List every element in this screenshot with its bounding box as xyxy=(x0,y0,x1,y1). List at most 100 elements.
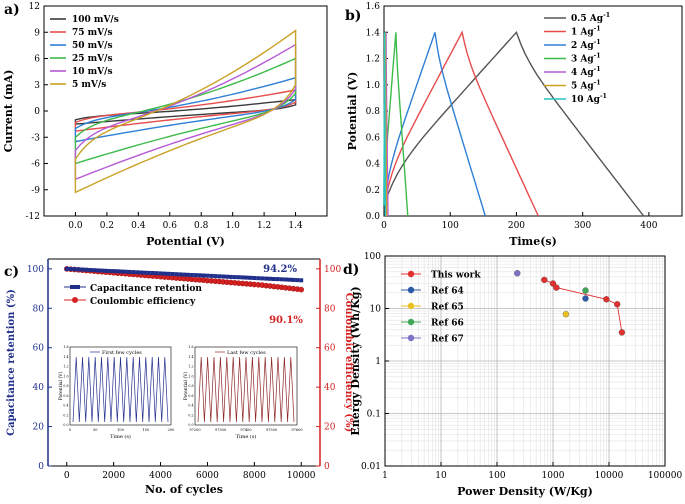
legend-entry: 5 mV/s xyxy=(72,80,106,90)
x-tick-label: 10000 xyxy=(287,471,316,481)
y-axis-label: Potential (V) xyxy=(346,72,359,151)
retention-marker xyxy=(225,274,229,279)
retention-marker xyxy=(264,276,269,281)
inset-x-tick: 97600 xyxy=(291,428,302,432)
legend-entry: Capacitance retention xyxy=(90,284,202,294)
y-tick-label: 0 xyxy=(34,107,40,117)
retention-marker xyxy=(244,275,249,280)
retention-marker xyxy=(103,268,108,273)
y-tick-label: -6 xyxy=(31,160,40,170)
legend-marker xyxy=(407,318,415,326)
x-tick-label: 10000 xyxy=(595,471,624,481)
y-tick-label-left: 20 xyxy=(33,423,45,433)
retention-marker xyxy=(299,278,304,283)
retention-marker xyxy=(135,270,140,275)
legend-entry: Coulombic efficiency xyxy=(90,297,196,307)
y-tick-label: 0.2 xyxy=(366,186,380,196)
x-tick-label: 0.4 xyxy=(131,221,146,231)
legend-entry: 100 mV/s xyxy=(72,15,119,25)
inset-wave xyxy=(72,356,169,423)
x-tick-label: 100000 xyxy=(648,471,683,481)
y-axis-label-left: Capacitance retention (%) xyxy=(6,289,17,436)
ragone-point xyxy=(541,276,548,284)
inset-x-label: Time (s) xyxy=(110,433,131,440)
panel-c: 0 2000 4000 6000 8000 10000020406080100020406… xyxy=(4,258,354,496)
legend-entry: This work xyxy=(431,271,481,281)
retention-marker xyxy=(84,267,89,272)
retention-marker xyxy=(111,269,116,274)
gcd-curve xyxy=(383,32,409,217)
retention-marker xyxy=(260,276,265,281)
y-tick-label-left: 40 xyxy=(33,383,45,393)
retention-marker xyxy=(96,268,100,273)
inset-x-tick: 97400 xyxy=(240,428,251,432)
y-tick-label-left: 60 xyxy=(33,344,45,354)
y-tick-label-left: 0 xyxy=(38,462,44,472)
y-tick-label: -9 xyxy=(31,186,40,196)
retention-marker xyxy=(201,273,206,278)
ragone-point xyxy=(603,296,610,303)
retention-marker xyxy=(236,275,241,280)
retention-marker xyxy=(193,273,198,278)
panel-label: b) xyxy=(345,8,361,24)
y-tick-label: 3 xyxy=(34,81,40,91)
x-tick-label: 0.8 xyxy=(194,221,209,231)
y-tick-label: 1.0 xyxy=(366,81,381,91)
panel-label: d) xyxy=(343,262,359,278)
inset-1: 0 50 100 150 200 0.0 0.2 0.4 0.6 0.8 1.0 1.2 1.4 1.6 T… xyxy=(57,345,174,440)
y-tick-label: -12 xyxy=(26,212,41,222)
efficiency-annotation: 90.1% xyxy=(269,315,303,326)
x-tick-label: 0 xyxy=(64,471,70,481)
retention-marker xyxy=(142,270,147,275)
retention-marker xyxy=(131,270,136,275)
inset-x-tick: 97200 xyxy=(189,428,200,432)
inset-wave xyxy=(197,356,295,423)
legend-entry: 10 mV/s xyxy=(72,67,113,77)
legend-entry: Ref 66 xyxy=(431,319,464,329)
retention-marker xyxy=(205,273,210,278)
retention-marker xyxy=(291,277,296,282)
retention-marker xyxy=(182,272,186,277)
y-tick-label: 6 xyxy=(34,55,40,65)
x-tick-label: 300 xyxy=(574,221,591,231)
retention-marker xyxy=(197,273,202,278)
cv-curve-50-mV-s xyxy=(74,76,297,143)
inset-y-tick: 0.8 xyxy=(63,384,68,388)
inset-x-tick: 0 xyxy=(69,428,71,432)
x-tick-label: 2000 xyxy=(102,471,125,481)
retention-marker xyxy=(68,267,73,271)
inset-y-tick: 0.2 xyxy=(188,413,193,417)
x-tick-label: 1.0 xyxy=(226,221,241,231)
x-axis-label: Potential (V) xyxy=(146,235,225,248)
y-tick-label: 0.8 xyxy=(366,107,381,117)
gcd-curve xyxy=(383,32,386,216)
retention-marker xyxy=(232,275,237,280)
ragone-point xyxy=(549,280,557,287)
panel-a: 0.0 0.2 0.4 0.6 0.8 1.0 1.2 1.4 -12 -9 -6 -3 0 3 6 9 12 P… xyxy=(2,2,328,248)
inset-y-tick: 0.8 xyxy=(188,384,193,388)
ragone-point xyxy=(514,270,521,277)
inset-2: 97200 97300 97400 97500 97600 0.0 0.2 0.4 0.6 0.8… xyxy=(182,345,303,440)
legend-entry: 3 Ag-1 xyxy=(571,53,601,65)
gcd-curve xyxy=(383,32,486,217)
y-tick-label-right: 100 xyxy=(324,265,341,275)
ragone-point xyxy=(582,287,589,294)
retention-marker xyxy=(240,275,245,280)
legend-entry: 50 mV/s xyxy=(72,41,113,51)
y-tick-label-right: 60 xyxy=(324,344,336,354)
plot-frame xyxy=(383,5,683,217)
x-tick-label: 0 xyxy=(381,221,387,231)
panel-label: c) xyxy=(4,264,19,280)
inset-title: Last few cycles xyxy=(227,350,266,356)
x-axis-label: Power Density (W/Kg) xyxy=(457,485,593,498)
retention-marker xyxy=(189,273,194,277)
retention-marker xyxy=(99,268,104,273)
retention-marker xyxy=(217,274,222,279)
inset-y-tick: 1.4 xyxy=(63,355,68,359)
retention-marker xyxy=(127,269,132,274)
x-tick-label: 1.4 xyxy=(288,221,303,231)
inset-y-tick: 1.6 xyxy=(63,345,68,349)
inset-y-tick: 1.4 xyxy=(188,355,193,359)
retention-marker xyxy=(154,271,159,276)
retention-marker xyxy=(256,276,261,281)
